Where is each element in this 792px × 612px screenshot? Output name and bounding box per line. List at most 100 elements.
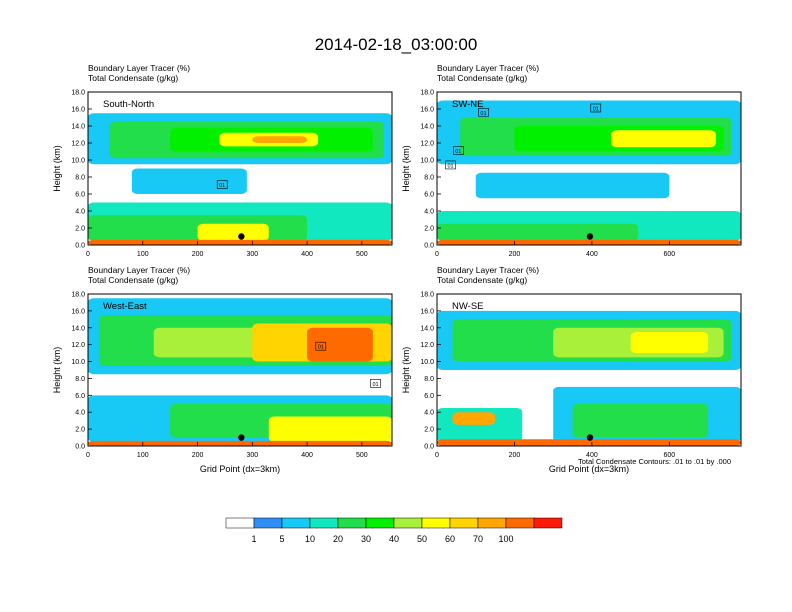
y-tick-label: 16.0 (71, 107, 85, 114)
y-tick-label: 2.0 (424, 427, 434, 434)
location-marker (238, 434, 245, 441)
panel-south-north: 0.0 2.0 4.0 6.0 8.0 10.0 12.0 14.0 16.0 18.0 0 100 2… (52, 63, 393, 258)
colorbar-label: 1 (251, 534, 256, 544)
y-tick-label: 6.0 (424, 192, 434, 199)
colorbar-swatch (253, 517, 283, 529)
plot-frame (87, 293, 393, 447)
colorbar-label: 100 (498, 534, 513, 544)
colorbar-label: 30 (361, 534, 371, 544)
colorbar-label: 70 (473, 534, 483, 544)
contour-label: 01 (447, 163, 453, 169)
contour-label-box (370, 379, 381, 388)
contour-label-box (216, 180, 228, 189)
x-tick-label: 0 (435, 452, 439, 459)
y-tick-label: 14.0 (71, 325, 85, 332)
colorbar-swatch (449, 517, 479, 529)
y-tick-label: 6.0 (424, 393, 434, 400)
contour-label-box (315, 341, 327, 351)
x-tick-label: 400 (301, 251, 313, 258)
y-axis-label: Height (km) (52, 347, 62, 394)
colorbar-label: 60 (445, 534, 455, 544)
y-tick-label: 12.0 (420, 141, 434, 148)
x-tick-label: 400 (586, 452, 598, 459)
tracer-layer (611, 130, 716, 148)
contour-label: 01 (455, 149, 461, 155)
x-axis-label: Grid Point (dx=3km) (549, 464, 629, 474)
y-tick-label: 4.0 (424, 209, 434, 216)
y-tick-label: 18.0 (420, 90, 434, 97)
panel-title-line1: Boundary Layer Tracer (%) (88, 63, 190, 73)
x-tick-label: 600 (664, 251, 676, 258)
contour-label: 01 (593, 107, 599, 113)
y-tick-label: 0.0 (424, 444, 434, 451)
x-tick-label: 400 (586, 251, 598, 258)
tracer-layer (131, 168, 247, 194)
panel-label: West-East (103, 301, 147, 312)
panel-west-east: 0.0 2.0 4.0 6.0 8.0 10.0 12.0 14.0 16.0 18.0 0 100 2… (52, 265, 393, 474)
tracer-layer (437, 223, 639, 241)
y-axis-label: Height (km) (401, 347, 411, 394)
panel-title-line1: Boundary Layer Tracer (%) (88, 265, 190, 275)
colorbar-swatch (309, 517, 339, 529)
y-tick-label: 0.0 (75, 444, 85, 451)
y-tick-label: 6.0 (75, 192, 85, 199)
y-tick-label: 12.0 (420, 342, 434, 349)
y-tick-label: 14.0 (420, 325, 434, 332)
shaded-field (437, 100, 741, 245)
x-tick-label: 600 (664, 452, 676, 459)
x-tick-label: 100 (137, 452, 149, 459)
y-tick-label: 12.0 (71, 141, 85, 148)
y-tick-label: 4.0 (75, 209, 85, 216)
y-axis-label: Height (km) (52, 145, 62, 192)
y-tick-label: 2.0 (75, 226, 85, 233)
shaded-field (88, 298, 392, 446)
contour-label-box (452, 146, 464, 155)
y-tick-label: 18.0 (71, 292, 85, 299)
y-tick-label: 10.0 (71, 359, 85, 366)
contour-label-box (445, 160, 456, 170)
y-axis-label: Height (km) (401, 145, 411, 192)
x-tick-label: 500 (356, 452, 368, 459)
panel-title-line1: Boundary Layer Tracer (%) (437, 63, 539, 73)
panel-title-line2: Total Condensate (g/kg) (88, 275, 178, 285)
figure-title: 2014-02-18_03:00:00 (315, 35, 478, 54)
x-tick-label: 300 (246, 452, 258, 459)
y-tick-label: 16.0 (420, 308, 434, 315)
y-tick-label: 4.0 (75, 410, 85, 417)
colorbar-label: 20 (333, 534, 343, 544)
contour-label: 01 (480, 111, 486, 117)
y-tick-label: 4.0 (424, 410, 434, 417)
y-tick-label: 18.0 (420, 292, 434, 299)
y-tick-label: 8.0 (75, 175, 85, 182)
panels: 0.02.04.06.08.010.012.014.016.018.00 100 2… (52, 63, 742, 474)
plot-frame (436, 91, 742, 246)
location-marker (586, 233, 594, 240)
y-tick-label: 12.0 (71, 342, 85, 349)
x-tick-label: 300 (246, 251, 258, 258)
contour-note: Total Condensate Contours: .01 to .01 by… (578, 457, 731, 466)
tracer-layer (630, 332, 709, 354)
tracer-layer (268, 416, 392, 442)
tracer-layer (88, 440, 392, 446)
y-tick-label: 0.0 (75, 243, 85, 250)
colorbar-label: 10 (305, 534, 315, 544)
x-tick-label: 200 (192, 251, 204, 258)
colorbar-swatch (365, 517, 395, 529)
location-marker (586, 434, 594, 441)
y-tick-label: 2.0 (75, 427, 85, 434)
panel-title-line2: Total Condensate (g/kg) (437, 275, 527, 285)
panel-title-line2: Total Condensate (g/kg) (88, 73, 178, 83)
x-tick-label: 200 (192, 452, 204, 459)
panel-sw-ne: 0.0 2.0 4.0 6.0 8.0 10.0 12.0 14.0 16.0 18.0 0 200 4… (401, 63, 742, 258)
contour-label: 01 (318, 345, 324, 351)
tracer-layer (437, 439, 741, 446)
y-tick-label: 14.0 (420, 124, 434, 131)
x-tick-label: 0 (86, 452, 90, 459)
y-tick-label: 10.0 (420, 158, 434, 165)
y-tick-label: 6.0 (75, 393, 85, 400)
colorbar-label: 5 (279, 534, 284, 544)
colorbar-label: 40 (389, 534, 399, 544)
y-tick-label: 8.0 (424, 376, 434, 383)
panel-label: South-North (103, 99, 154, 110)
